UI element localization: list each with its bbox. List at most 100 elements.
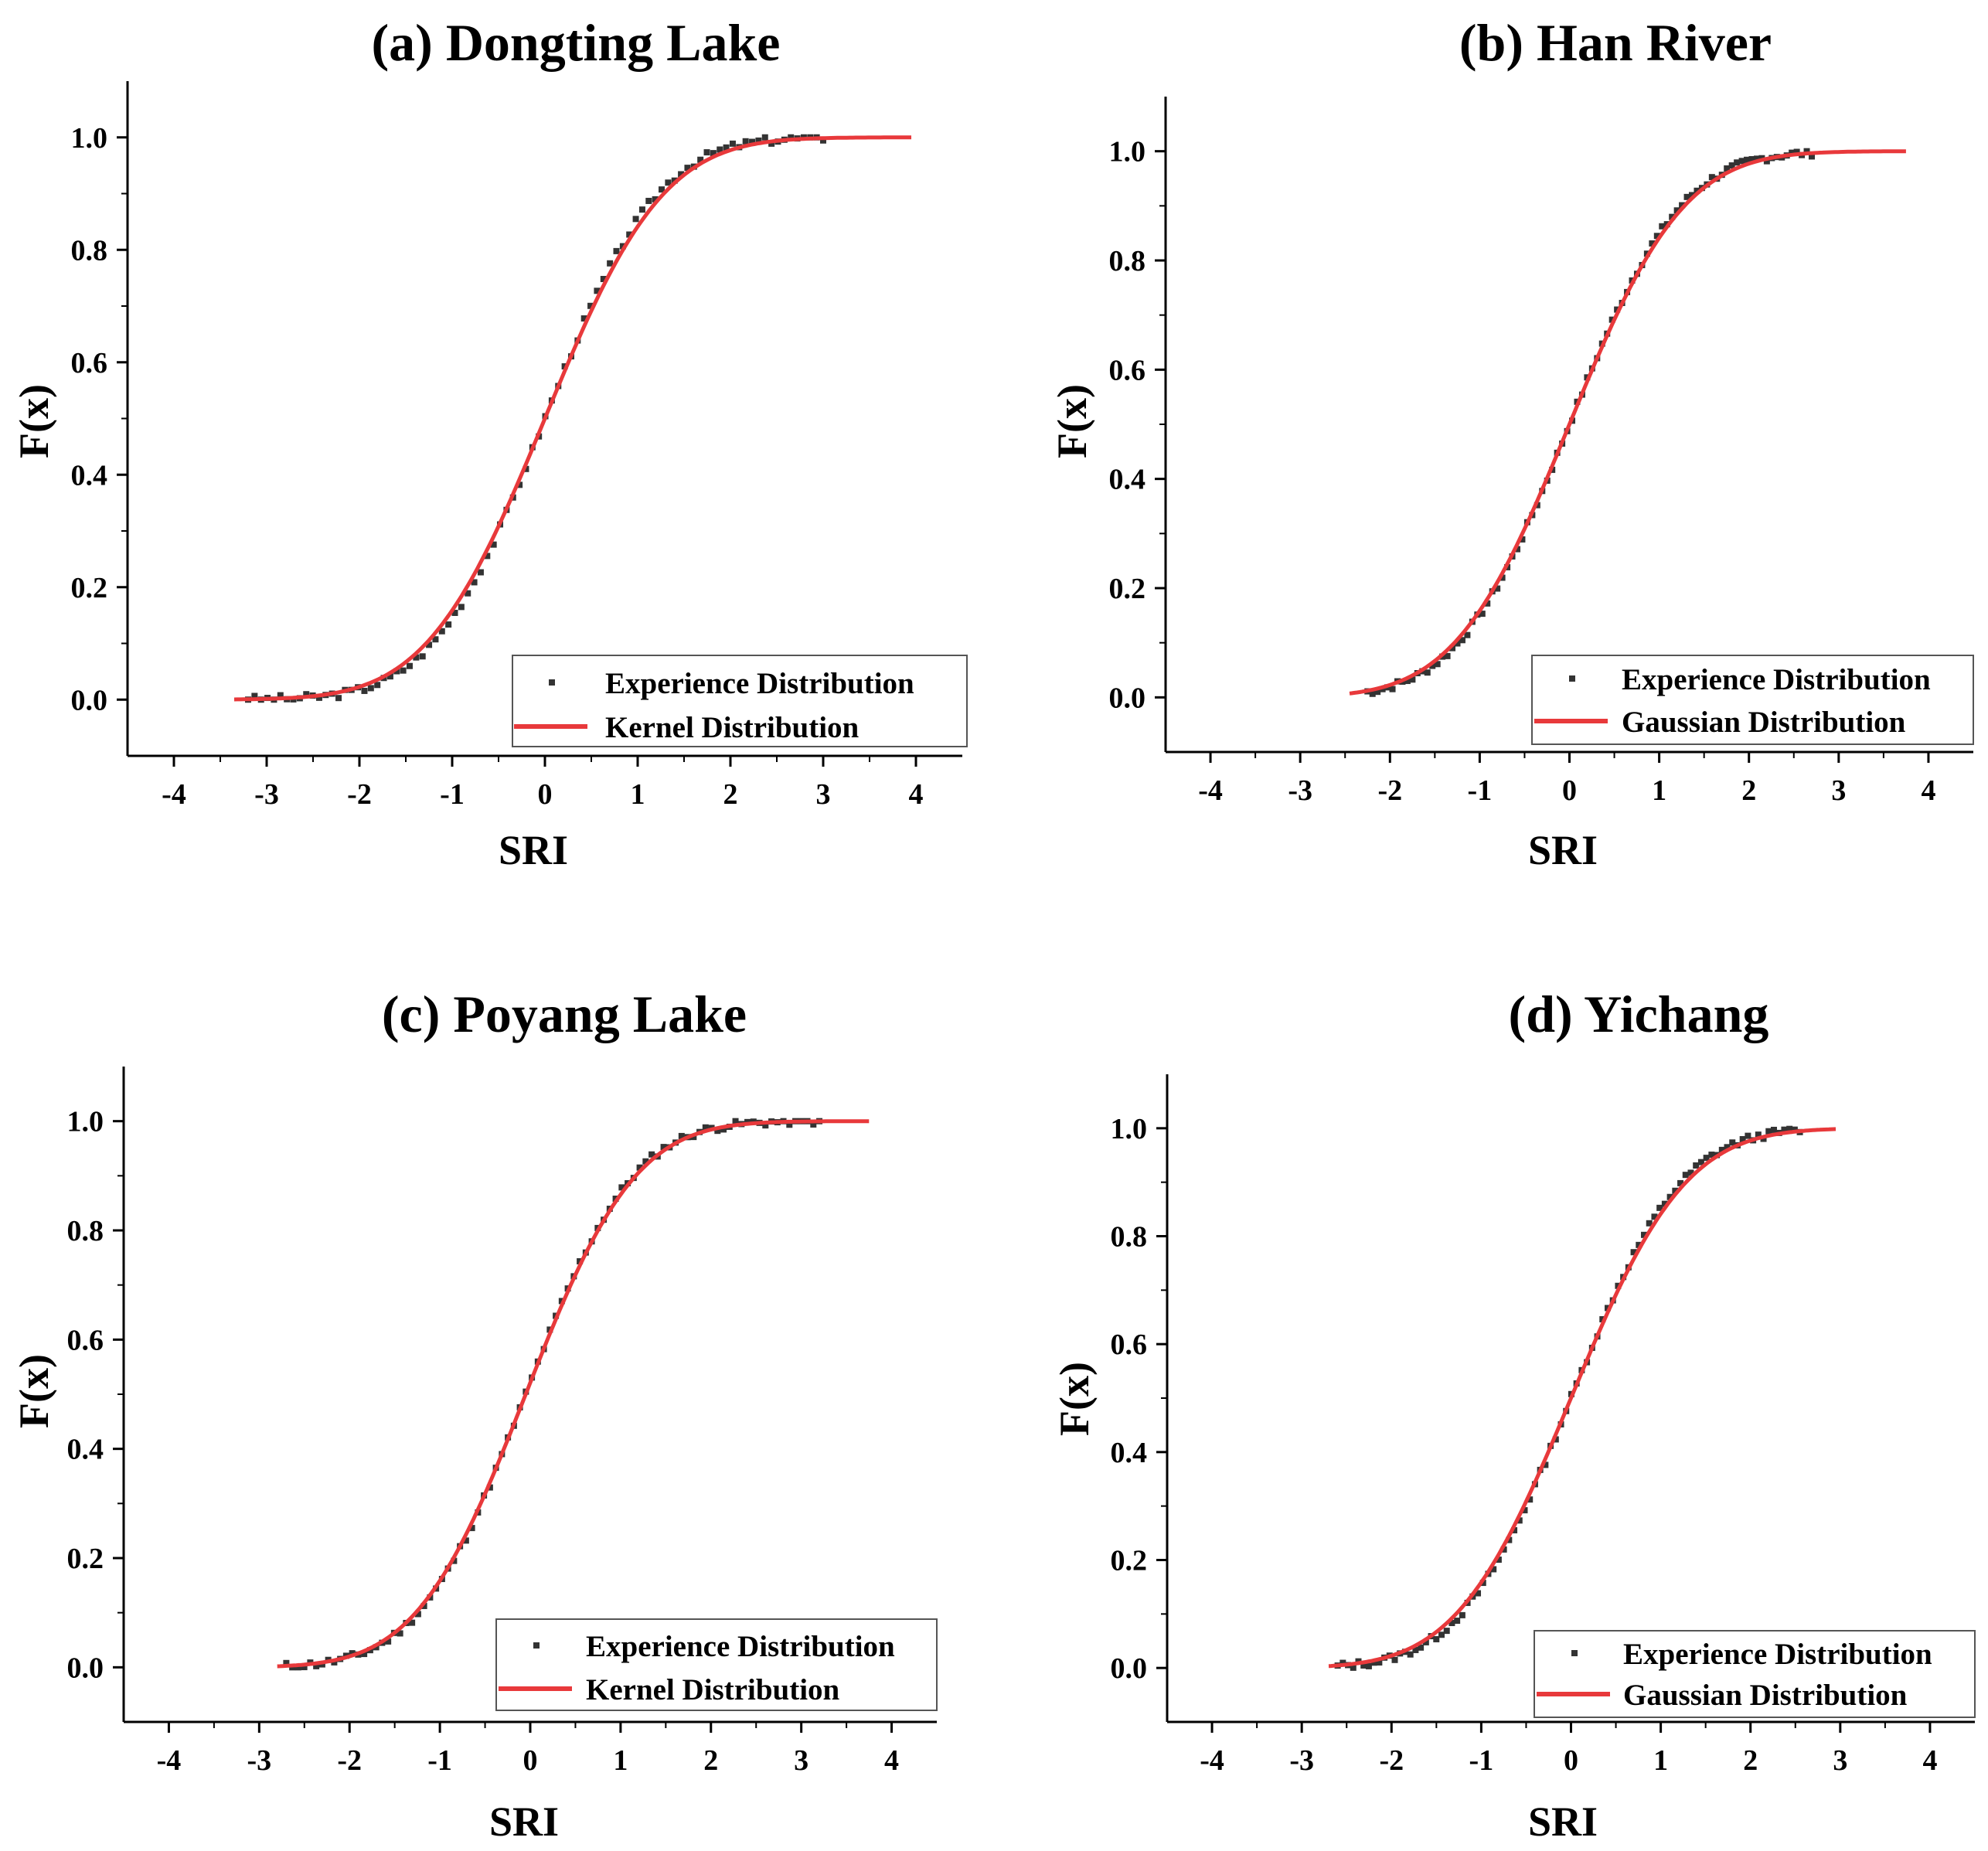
legend-box [1534, 1630, 1976, 1718]
legend-label-fit: Kernel Distribution [605, 711, 860, 744]
y-tick-label: 0.8 [1111, 1221, 1148, 1254]
data-point [1739, 1136, 1746, 1143]
data-point [1521, 1507, 1528, 1514]
x-tick-label: -4 [1198, 774, 1223, 807]
x-axis-label: SRI [489, 1798, 559, 1845]
y-tick-label: 0.6 [71, 347, 108, 379]
data-point [768, 140, 775, 147]
data-point [420, 1602, 427, 1609]
data-point [251, 692, 258, 699]
data-point [313, 1662, 320, 1669]
y-tick-label: 1.0 [1109, 136, 1146, 168]
data-point [283, 1659, 290, 1666]
data-point [1689, 192, 1696, 199]
data-point [645, 197, 652, 204]
data-point [1407, 1651, 1414, 1658]
data-point [465, 590, 471, 597]
data-point [580, 315, 587, 322]
x-tick-label: 0 [1564, 1744, 1578, 1777]
data-point [1350, 1664, 1357, 1671]
data-point [1651, 1213, 1658, 1220]
data-point [1412, 1646, 1419, 1653]
y-axis: 0.0 0.2 0.4 0.6 0.8 1.0 [71, 81, 129, 756]
data-point [468, 1525, 475, 1532]
data-point [1809, 153, 1815, 160]
data-point [1744, 156, 1751, 163]
data-point [1661, 1200, 1668, 1207]
data-point [486, 1484, 493, 1491]
x-tick-label: 0 [1562, 774, 1577, 807]
data-point [471, 579, 478, 586]
data-point [1745, 1132, 1751, 1139]
data-point [386, 673, 393, 680]
y-tick-label: 0.2 [71, 572, 108, 604]
x-tick-label: 4 [1922, 1744, 1937, 1777]
data-point [1649, 240, 1656, 247]
legend: Experience Distribution Gaussian Distrib… [1534, 1630, 1976, 1718]
data-point [1608, 316, 1615, 323]
data-point [1734, 159, 1741, 166]
fit-line [277, 1119, 870, 1669]
data-point [1516, 1517, 1523, 1524]
y-tick-label: 1.0 [67, 1106, 104, 1138]
data-point [1360, 1662, 1367, 1669]
data-point [1786, 1125, 1793, 1132]
data-point [619, 243, 626, 250]
data-point [762, 1122, 769, 1129]
data-point [1500, 1546, 1507, 1553]
x-tick-label: 4 [884, 1744, 899, 1777]
experience-scatter [245, 134, 826, 703]
x-axis: -4 -3 -2 -1 0 1 2 3 4 [1167, 1720, 1975, 1777]
panel-a: (a) Dongting Lake 0.00.20.40.60.81.0 -4-… [11, 13, 968, 873]
x-tick-label: 0 [538, 778, 553, 811]
data-point [490, 541, 497, 548]
data-point [1454, 640, 1461, 647]
x-tick-label: 4 [909, 778, 924, 811]
data-point [361, 1651, 368, 1658]
data-point [1490, 1566, 1497, 1573]
data-point [742, 138, 749, 145]
data-point [1370, 1659, 1377, 1666]
y-axis-label: F(x) [11, 1354, 57, 1428]
data-point [618, 1184, 625, 1191]
data-point [367, 685, 374, 692]
data-point [1422, 1638, 1429, 1645]
fitted-curve [233, 135, 911, 702]
y-tick-label: 0.6 [1111, 1329, 1148, 1361]
data-point [1369, 690, 1376, 697]
data-point [749, 138, 756, 145]
data-point [1499, 574, 1506, 581]
data-point [1646, 1220, 1653, 1227]
data-point [393, 668, 400, 675]
data-point [1765, 1128, 1772, 1135]
y-tick-label: 0.4 [1109, 464, 1146, 496]
data-point [636, 1164, 643, 1171]
legend: Experience Distribution Gaussian Distrib… [1531, 655, 1974, 745]
y-axis-label: F(x) [1051, 1362, 1098, 1436]
fitted-curve [277, 1119, 870, 1669]
data-point [385, 1638, 392, 1645]
x-axis-label: SRI [499, 827, 568, 873]
data-point [438, 628, 445, 635]
data-point [632, 216, 639, 223]
data-point [1389, 686, 1396, 692]
fit-line [1328, 1127, 1837, 1669]
legend-label-experience: Experience Distribution [586, 1630, 895, 1663]
data-point [426, 641, 433, 648]
data-point [516, 481, 523, 488]
y-tick-label: 0.4 [1111, 1437, 1148, 1469]
legend-label-experience: Experience Distribution [605, 667, 914, 700]
data-point [1409, 676, 1416, 683]
x-tick-label: -1 [427, 1744, 452, 1777]
data-point [1404, 678, 1411, 685]
data-point [720, 1126, 727, 1133]
data-point [1374, 689, 1381, 696]
y-tick-label: 0.4 [67, 1434, 104, 1466]
fit-line [233, 135, 911, 702]
x-tick-label: -2 [347, 778, 372, 811]
data-point [1513, 546, 1520, 553]
x-tick-label: 3 [794, 1744, 808, 1777]
data-point [652, 196, 659, 202]
data-point [1641, 1231, 1648, 1238]
x-tick-label: 3 [1831, 774, 1846, 807]
